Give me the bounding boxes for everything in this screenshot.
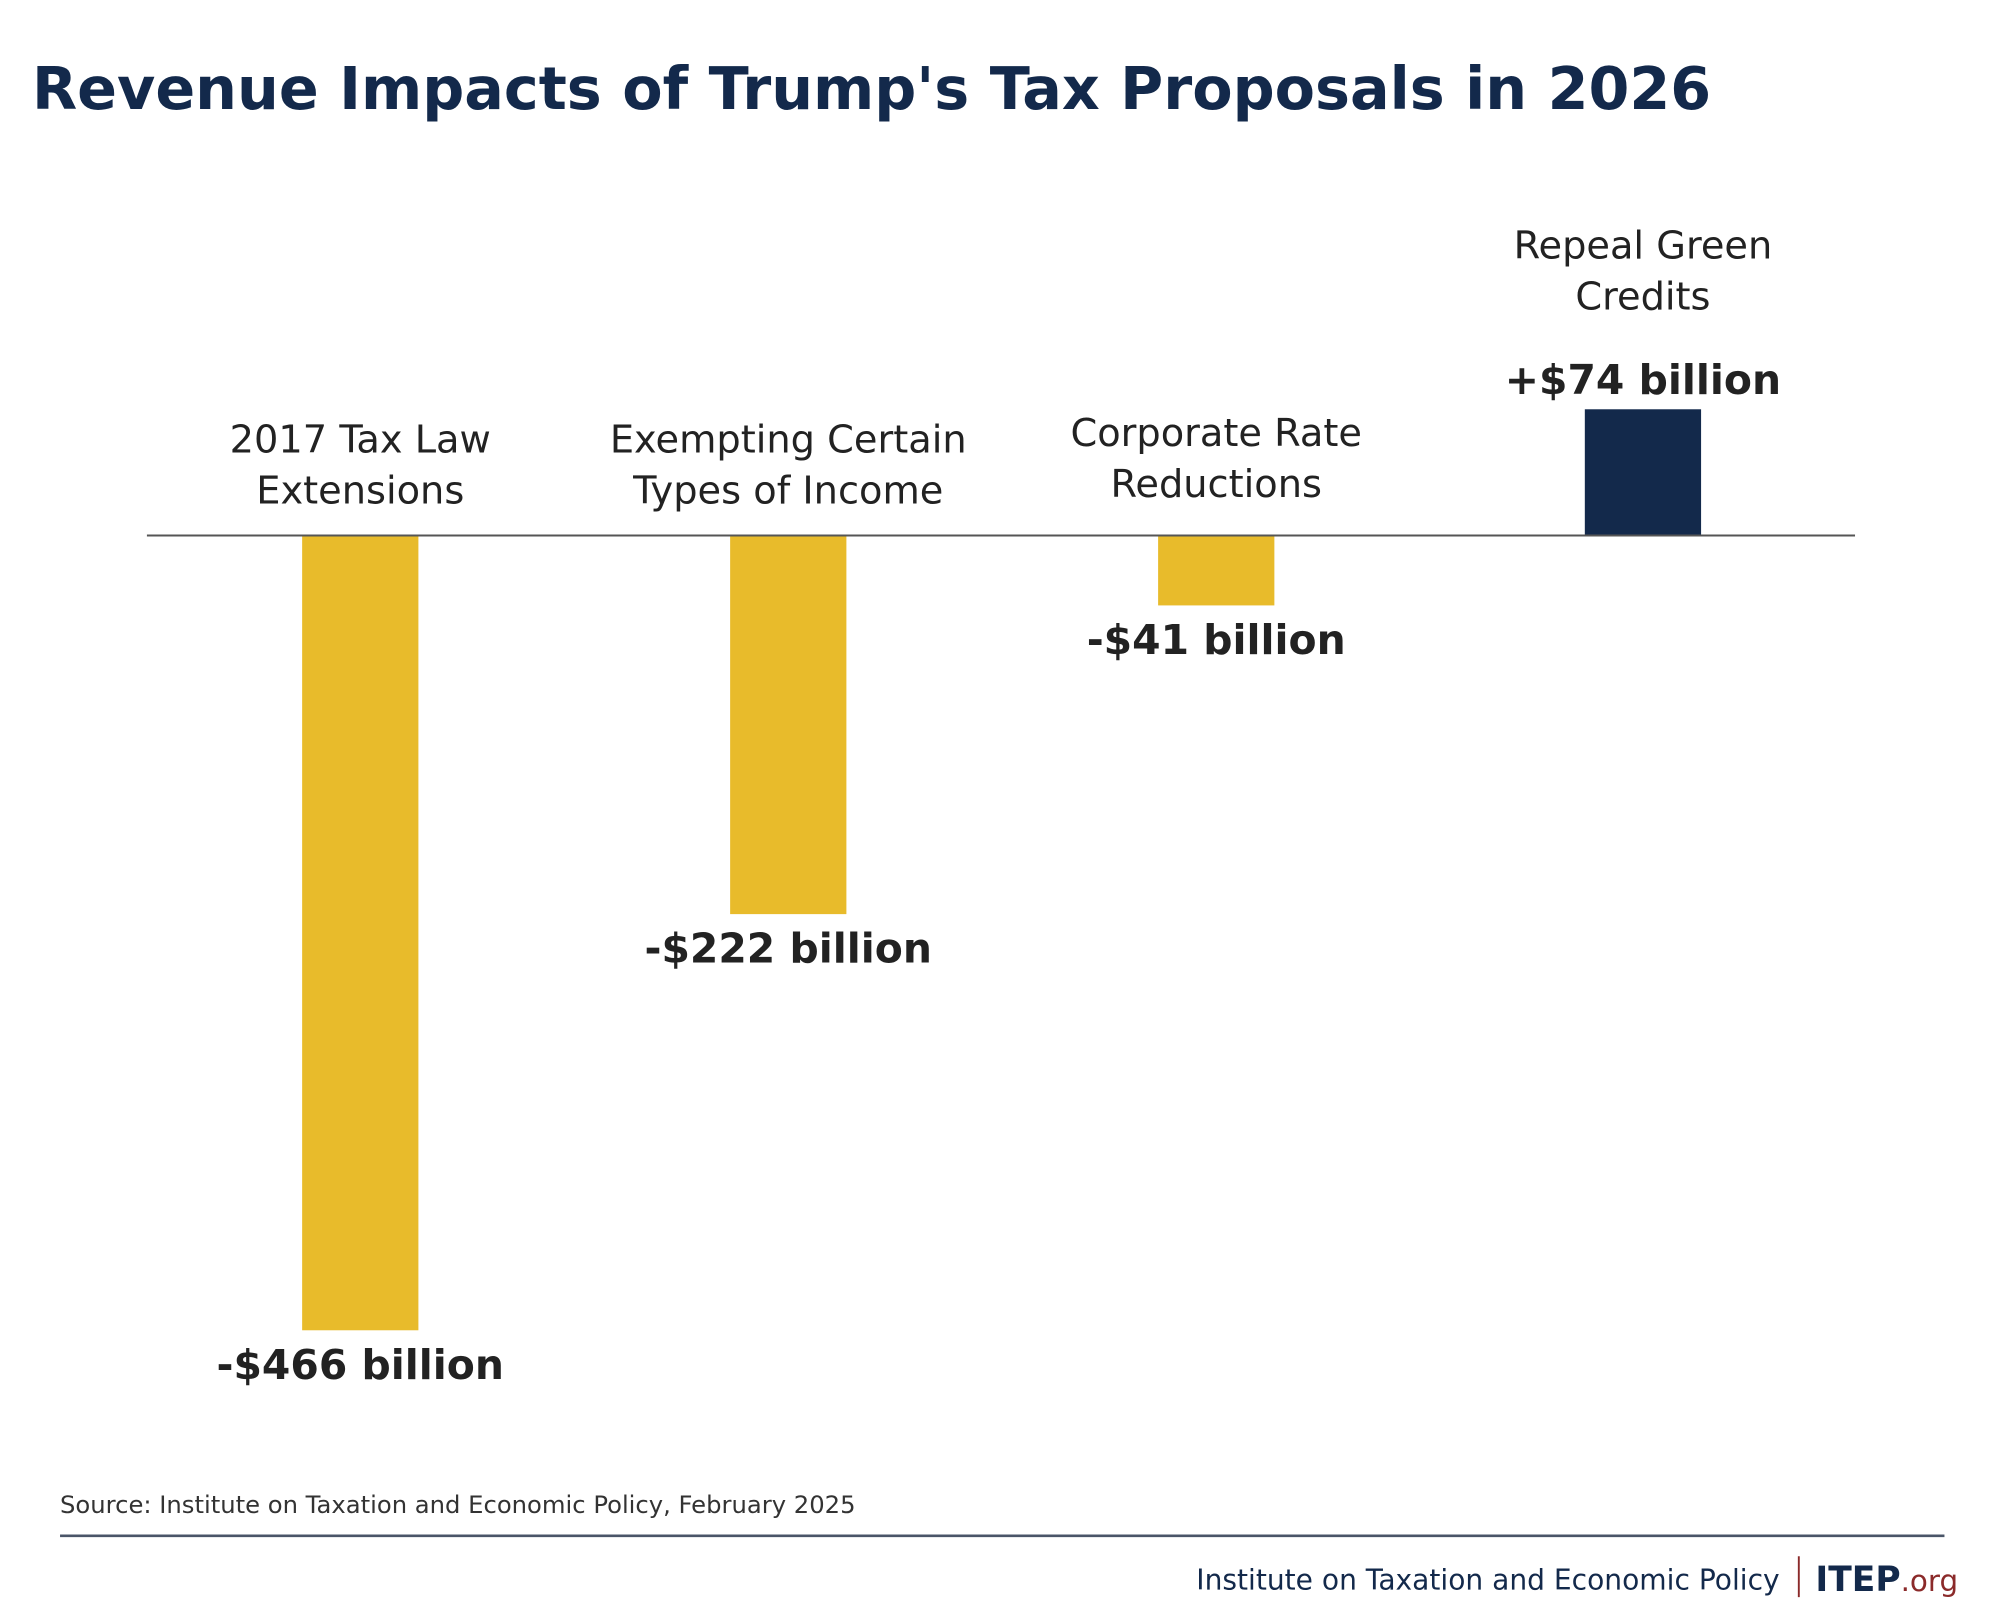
category-label-3: Credits xyxy=(1575,275,1710,320)
bars-group: -$466 billion 2017 Tax Law Extensions -$222… xyxy=(217,224,1782,1389)
category-label-1: Exempting Certain xyxy=(610,417,967,462)
bar-3 xyxy=(1584,409,1702,536)
category-label-0: 2017 Tax Law xyxy=(230,417,491,462)
bar-2 xyxy=(1158,535,1275,606)
category-label-3: Repeal Green xyxy=(1514,224,1773,269)
category-label-0: Extensions xyxy=(256,469,464,514)
category-label-1: Types of Income xyxy=(632,469,943,514)
chart-title: Revenue Impacts of Trump's Tax Proposals… xyxy=(32,54,1711,123)
data-label-2: -$41 billion xyxy=(1087,616,1346,664)
data-label-0: -$466 billion xyxy=(217,1341,504,1389)
data-label-3: +$74 billion xyxy=(1505,356,1781,404)
category-label-2: Corporate Rate xyxy=(1070,411,1362,456)
data-label-1: -$222 billion xyxy=(645,925,932,973)
category-label-2: Reductions xyxy=(1110,462,1322,507)
source-note: Source: Institute on Taxation and Econom… xyxy=(60,1490,856,1519)
bar-0 xyxy=(302,535,419,1331)
bar-1 xyxy=(730,535,847,915)
itep-logo: ITEP.org xyxy=(1815,1560,1958,1600)
footer-org-name: Institute on Taxation and Economic Polic… xyxy=(1196,1563,1779,1596)
